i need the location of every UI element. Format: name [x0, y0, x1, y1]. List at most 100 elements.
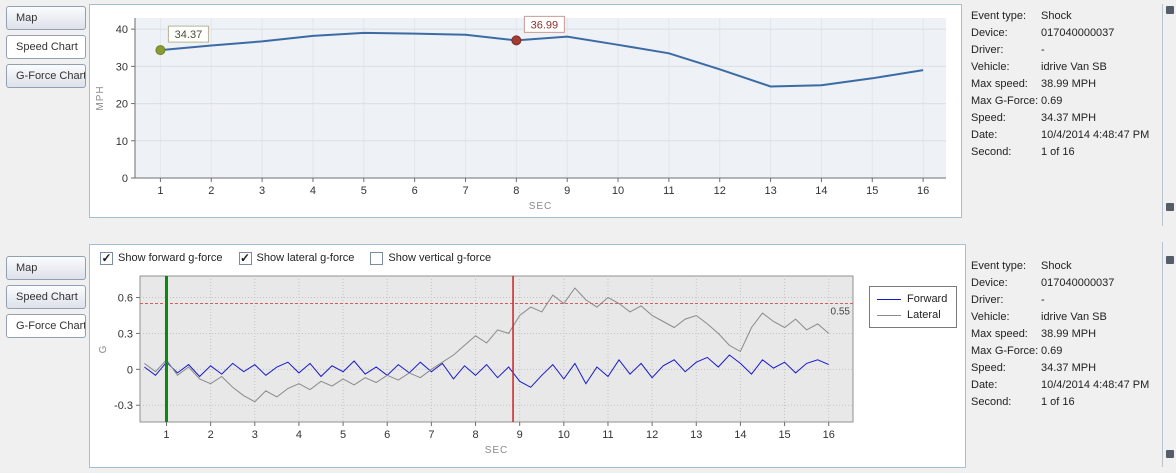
- info-value: Shock: [1041, 260, 1072, 272]
- tab-g-force-chart[interactable]: G-Force Chart: [6, 64, 86, 88]
- gforce-chart[interactable]: 0.551 2 3 4 5 6 7 8 9 10 11 12 13 14 15 16-0.300.30.6SE…: [96, 268, 861, 458]
- x-tick-label: 2: [208, 429, 214, 441]
- y-axis-title: MPH: [95, 85, 106, 110]
- splitter-grip[interactable]: [1166, 256, 1174, 264]
- tab-map[interactable]: Map: [6, 256, 86, 280]
- marker-callout: [167, 25, 209, 43]
- x-tick-label: 10: [558, 429, 570, 441]
- info-label: Max G-Force:: [971, 345, 1039, 357]
- x-tick-label: 2: [208, 185, 214, 197]
- info-value: 017040000037: [1041, 27, 1115, 39]
- info-row: Second: 1 of 16: [971, 394, 1159, 411]
- checkbox-label: Show lateral g-force: [256, 252, 355, 264]
- series-line-speed: [160, 31, 924, 88]
- info-label: Speed:: [971, 362, 1006, 374]
- x-tick-label: 11: [602, 429, 613, 441]
- marker-callout: [523, 15, 565, 33]
- gforce-display-options: ✓ Show forward g-force ✓ Show lateral g-for…: [96, 247, 959, 268]
- y-tick-label: 10: [116, 136, 128, 148]
- info-row: Speed: 34.37 MPH: [971, 110, 1159, 127]
- series-line-forward: [144, 354, 829, 388]
- checkbox-checked-icon[interactable]: ✓: [100, 251, 113, 265]
- splitter-grip[interactable]: [1166, 203, 1174, 211]
- info-value: idrive Van SB: [1041, 311, 1107, 323]
- x-tick-label: 8: [472, 429, 478, 441]
- info-value: 017040000037: [1041, 277, 1115, 289]
- checkbox-show-lateral-g-force[interactable]: ✓ Show lateral g-force: [238, 251, 355, 265]
- x-tick-label: 1: [157, 185, 163, 197]
- info-label: Max G-Force:: [971, 95, 1039, 107]
- checkbox-show-vertical-g-force[interactable]: Show vertical g-force: [370, 251, 492, 265]
- y-tick-label: 20: [116, 99, 128, 111]
- x-tick-label: 15: [866, 185, 878, 197]
- tab-g-force-chart[interactable]: G-Force Chart: [6, 314, 86, 338]
- info-value: 38.99 MPH: [1041, 328, 1097, 340]
- x-tick-label: 3: [259, 185, 265, 197]
- x-tick-label: 13: [690, 429, 702, 441]
- info-value: 34.37 MPH: [1041, 112, 1097, 124]
- x-tick-label: 6: [412, 185, 418, 197]
- x-tick-label: 4: [296, 429, 302, 441]
- info-row: Vehicle: idrive Van SB: [971, 59, 1159, 76]
- x-tick-label: 1: [163, 429, 169, 441]
- info-label: Vehicle:: [971, 311, 1010, 323]
- x-tick-label: 5: [340, 429, 346, 441]
- x-tick-label: 7: [428, 429, 434, 441]
- info-value: 0.69: [1041, 345, 1063, 357]
- info-row: Date: 10/4/2014 4:48:47 PM: [971, 127, 1159, 144]
- event-info-panel-top: Event type: Shock Device: 017040000037 Drive…: [971, 8, 1159, 161]
- x-tick-label: 13: [764, 185, 776, 197]
- x-tick-label: 5: [361, 185, 367, 197]
- info-value: 1 of 16: [1041, 146, 1075, 158]
- info-label: Date:: [971, 379, 998, 391]
- info-value: -: [1041, 44, 1045, 56]
- info-row: Event type: Shock: [971, 258, 1159, 275]
- legend-label: Forward: [907, 293, 948, 305]
- gforce-chart-area: 0.55 1 2 3 4 5 6 7 8 9 10 11 12 13 14 15 16 -0.3 0 0.3 0.6 SE…: [96, 268, 959, 458]
- marker-callout-text: 36.99: [531, 19, 559, 31]
- x-axis-title: SEC: [485, 445, 509, 456]
- checkbox-unchecked-box[interactable]: [370, 251, 384, 265]
- info-row: Event type: Shock: [971, 8, 1159, 25]
- data-point-marker[interactable]: [155, 45, 166, 56]
- info-label: Device:: [971, 27, 1008, 39]
- x-tick-label: 6: [384, 429, 390, 441]
- x-tick-label: 3: [252, 429, 258, 441]
- info-value: 10/4/2014 4:48:47 PM: [1041, 129, 1150, 141]
- gforce-chart-panel: ✓ Show forward g-force ✓ Show lateral g-for…: [89, 244, 966, 468]
- chart-legend: Forward Lateral: [869, 286, 957, 328]
- info-label: Event type:: [971, 260, 1027, 272]
- x-tick-label: 7: [462, 185, 468, 197]
- info-row: Second: 1 of 16: [971, 144, 1159, 161]
- x-tick-label: 8: [513, 185, 519, 197]
- tab-speed-chart[interactable]: Speed Chart: [6, 285, 86, 309]
- legend-item-forward: Forward: [877, 291, 949, 307]
- checkbox-checked-icon[interactable]: ✓: [238, 251, 252, 265]
- data-point-marker[interactable]: [511, 35, 522, 46]
- x-tick-label: 9: [564, 185, 570, 197]
- panel-edge-splitter: [1162, 4, 1163, 226]
- legend-label: Lateral: [907, 309, 941, 321]
- checkbox-show-forward-g-force[interactable]: ✓ Show forward g-force: [100, 251, 223, 265]
- info-row: Max speed: 38.99 MPH: [971, 326, 1159, 343]
- info-row: Driver: -: [971, 42, 1159, 59]
- y-tick-label: 30: [116, 61, 128, 73]
- info-row: Device: 017040000037: [971, 25, 1159, 42]
- info-label: Max speed:: [971, 328, 1028, 340]
- tab-speed-chart[interactable]: Speed Chart: [6, 35, 86, 59]
- y-tick-label: 40: [116, 24, 128, 36]
- info-label: Max speed:: [971, 78, 1028, 90]
- speed-chart-section: Map Speed Chart G-Force Chart 34.37 36.99 1 2…: [0, 0, 1176, 232]
- x-tick-label: 15: [778, 429, 790, 441]
- tab-map[interactable]: Map: [6, 6, 86, 30]
- info-row: Vehicle: idrive Van SB: [971, 309, 1159, 326]
- splitter-grip[interactable]: [1166, 450, 1174, 458]
- info-label: Date:: [971, 129, 998, 141]
- checkbox-label: Show vertical g-force: [388, 252, 492, 264]
- x-tick-label: 14: [815, 185, 827, 197]
- gforce-chart-section: Map Speed Chart G-Force Chart ✓ Show forwar…: [0, 238, 1176, 473]
- x-tick-label: 12: [714, 185, 726, 197]
- splitter-grip[interactable]: [1166, 6, 1174, 14]
- x-tick-label: 16: [823, 429, 835, 441]
